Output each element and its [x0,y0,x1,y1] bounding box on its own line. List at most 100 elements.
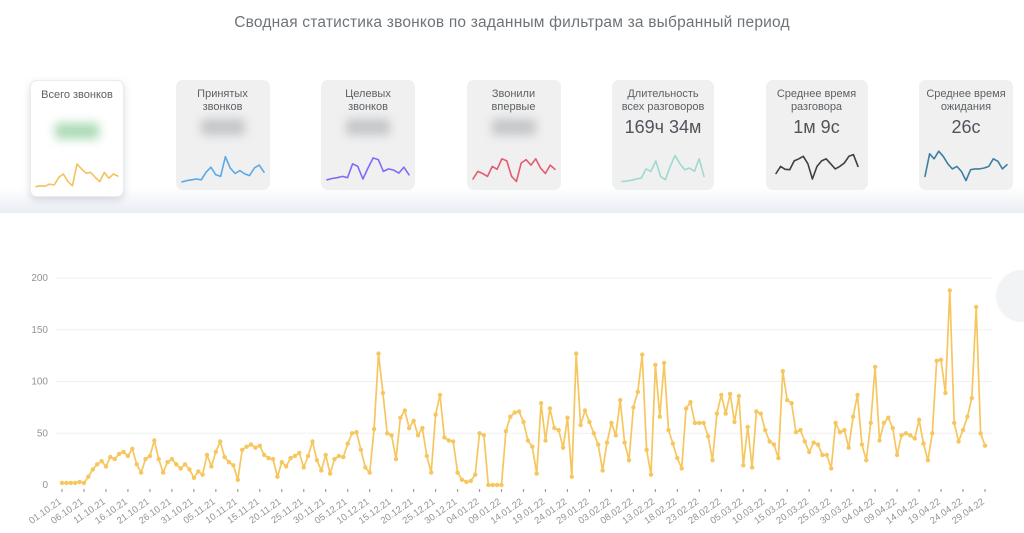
data-point [631,405,636,410]
data-point [160,470,166,475]
data-point [789,401,794,406]
stat-card-accepted-calls[interactable]: Принятых звонков [175,80,270,190]
calls-line-chart[interactable]: 05010015020001.10.2106.10.2111.10.2116.1… [0,243,1024,533]
data-point [960,427,966,433]
stat-card-total-duration[interactable]: Длительность всех разговоров 169ч 34м [612,80,714,190]
data-point [499,482,504,488]
data-point [560,445,566,450]
stat-card-label: Длительность всех разговоров [621,88,705,113]
sparkline-chart [180,155,265,183]
data-point [974,304,979,310]
data-point [393,456,399,462]
data-point [305,453,311,459]
data-point [503,429,509,434]
data-point [714,411,720,416]
calls-series-line [61,289,986,486]
data-point [270,456,276,462]
stat-card-label: Среднее время разговора [776,88,857,113]
data-point [147,453,153,459]
data-point [209,464,214,469]
data-point [569,474,574,479]
data-point [763,427,768,433]
data-point [446,438,451,443]
data-point [112,456,117,462]
stat-card-value [200,114,245,140]
data-point [433,412,438,417]
data-point [829,466,834,471]
data-point [244,444,249,449]
data-point [661,360,667,366]
data-point [516,409,522,414]
data-point [552,425,557,431]
sparkline-chart [924,150,1008,182]
data-point [429,470,434,475]
data-point [323,452,328,458]
stat-card-value [55,115,99,146]
data-point [455,470,460,475]
data-point [952,420,957,426]
data-point [890,425,895,431]
data-point [930,431,935,436]
data-point [644,447,649,452]
data-point [415,433,421,438]
data-point [371,426,377,432]
stat-card-target-calls[interactable]: Целевых звонков [321,80,415,190]
data-point [908,433,913,438]
data-point [521,419,526,425]
data-point [143,456,148,462]
data-point [187,467,192,472]
stat-card-label: Звонили впервые [491,88,536,113]
data-point [64,480,69,486]
data-point [640,352,645,357]
data-point [200,472,205,477]
sparkline-chart [774,153,859,180]
data-point [600,468,605,473]
data-point [912,436,917,441]
data-point [925,458,931,463]
data-point [451,439,456,444]
data-point [578,422,583,428]
stat-card-total-calls[interactable]: Всего звонков [30,80,124,197]
data-point [275,474,280,479]
data-point [670,441,676,446]
stat-card-first-time-calls[interactable]: Звонили впервые [466,80,561,190]
data-point [679,466,684,471]
y-axis-tick-label: 0 [42,480,48,491]
data-point [407,425,412,431]
data-point [477,431,482,436]
data-point [327,471,333,476]
data-point [657,414,662,419]
data-point [349,431,355,436]
data-point [538,401,544,406]
stat-card-avg-talk-time[interactable]: Среднее время разговора 1м 9с [765,80,868,190]
sparkline-chart [471,157,556,183]
stat-card-label: Среднее время ожидания [926,88,1006,113]
data-point [99,459,104,464]
data-point [776,455,781,461]
data-point [121,449,126,455]
data-point [692,420,698,426]
data-point [754,409,759,414]
stat-card-value [346,114,390,140]
data-point [767,439,772,444]
data-point [319,468,324,473]
sparkline-chart [326,157,410,181]
data-point [156,456,161,462]
data-point [903,431,909,436]
data-point [152,438,157,443]
data-point [802,439,807,444]
data-point [864,458,869,463]
data-point [134,462,139,467]
data-point [798,427,803,433]
data-point [653,362,658,368]
data-point [609,420,614,426]
data-point [376,351,381,356]
data-point [648,472,654,477]
stat-card-avg-wait-time[interactable]: Среднее время ожидания 26с [919,80,1013,190]
blurred-value [346,119,390,135]
data-point [90,467,96,472]
data-point [525,438,531,443]
y-axis-tick-label: 200 [31,273,48,284]
data-point [899,433,904,438]
data-point [758,411,763,416]
